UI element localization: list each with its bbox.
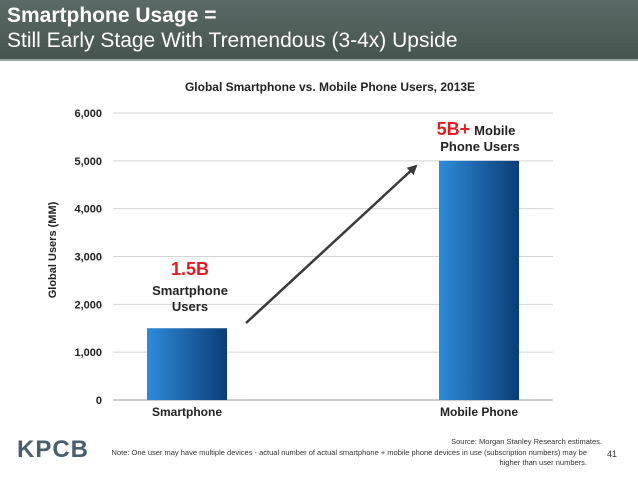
y-tick-label: 1,000 — [74, 347, 102, 359]
mobile-label-text: Mobile — [474, 123, 515, 138]
footnote: Note: One user may have multiple devices… — [111, 448, 587, 467]
source-note: Source: Morgan Stanley Research estimate… — [451, 437, 602, 446]
y-tick-label: 5,000 — [74, 156, 102, 168]
x-tick-label: Smartphone — [152, 405, 222, 419]
y-tick-label: 0 — [96, 395, 102, 407]
y-tick-label: 3,000 — [74, 252, 102, 264]
smartphone-label-line2: Users — [172, 299, 208, 314]
mobile-label-line2: Phone Users — [440, 139, 519, 154]
bar-mobile-phone — [439, 160, 519, 400]
x-tick-label: Mobile Phone — [440, 405, 518, 419]
slide-title: Smartphone Usage = — [7, 4, 217, 27]
mobile-value-label: 5B+ — [437, 119, 471, 139]
slide-header: Smartphone Usage = Still Early Stage Wit… — [0, 0, 638, 61]
y-tick-label: 2,000 — [74, 299, 102, 311]
mobile-label-line1: 5B+ Mobile — [437, 119, 516, 139]
chart-title: Global Smartphone vs. Mobile Phone Users… — [185, 80, 475, 94]
smartphone-value-label: 1.5B — [171, 259, 209, 279]
smartphone-label-line1: Smartphone — [152, 283, 228, 298]
page-number: 41 — [607, 449, 618, 459]
y-axis-label: Global Users (MM) — [47, 201, 59, 298]
y-tick-label: 4,000 — [74, 204, 102, 216]
slide-subtitle: Still Early Stage With Tremendous (3-4x)… — [7, 29, 458, 52]
growth-arrow — [245, 164, 418, 324]
y-tick-label: 6,000 — [74, 108, 102, 120]
bar-smartphone — [147, 328, 227, 400]
kpcb-logo: KPCB — [17, 436, 90, 463]
